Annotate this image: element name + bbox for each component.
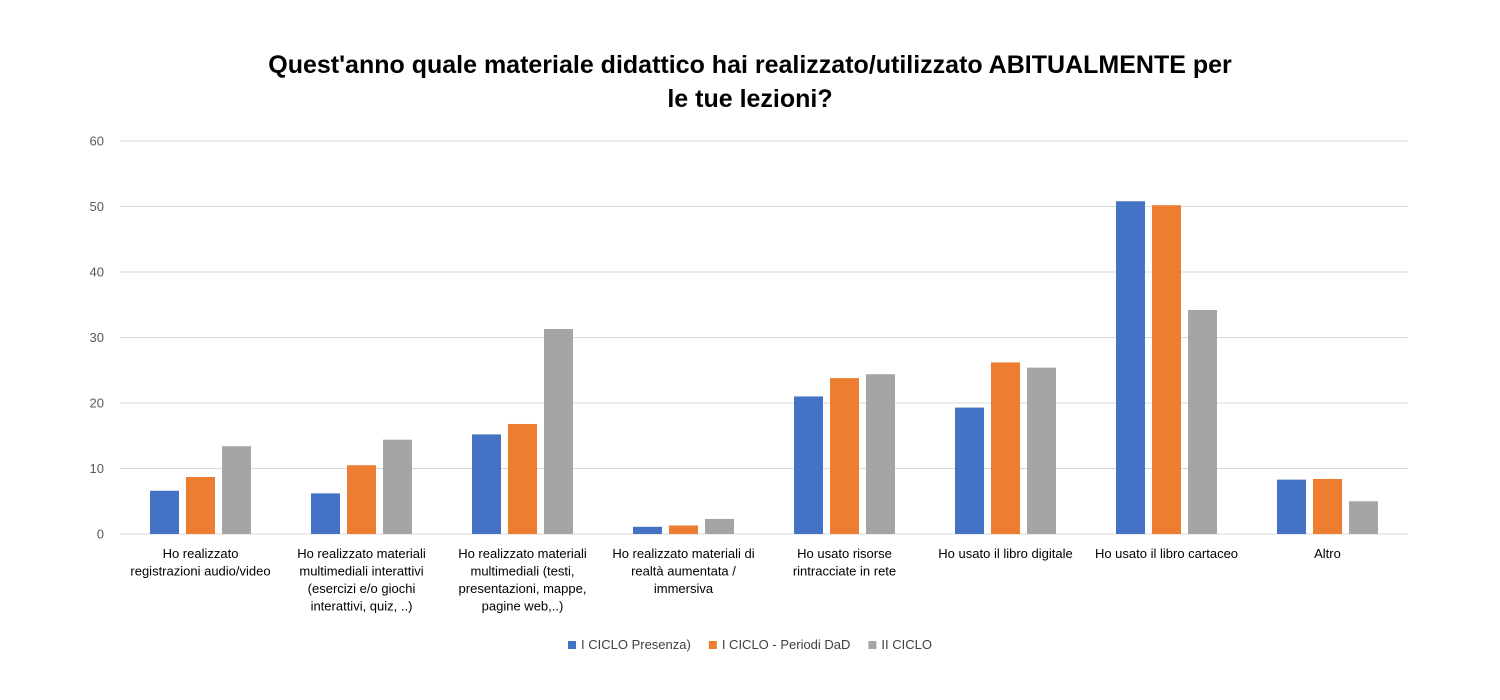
bar-1-1 [150,490,179,534]
bar-2-6 [991,362,1020,534]
bar-3-3 [544,328,573,534]
bar-3-1 [222,446,251,534]
category-label-line: immersiva [654,581,714,596]
bar-2-2 [347,465,376,534]
bar-2-4 [669,525,698,534]
category-label: Ho usato risorse rintracciate in rete [793,546,896,579]
legend-label: II CICLO [881,637,932,652]
bar-1-5 [794,396,823,534]
legend-swatch [708,641,717,649]
category-label-line: registrazioni audio/video [130,564,270,579]
bar-1-8 [1277,479,1306,534]
y-tick-label: 40 [90,265,104,280]
category-label-line: (esercizi e/o giochi [308,581,416,596]
legend-swatch [568,641,576,649]
y-tick-label: 10 [90,461,104,476]
bar-1-7 [1116,201,1145,534]
y-tick-label: 0 [97,527,104,542]
category-label: Ho realizzato materiali multimediali inte… [297,546,426,614]
category-label-line: multimediali interattivi [299,564,423,579]
category-label: Altro [1314,546,1341,561]
category-label-line: interattivi, quiz, ..) [311,599,413,614]
category-label-line: pagine web,..) [482,599,564,614]
bar-3-4 [705,518,734,534]
bar-3-8 [1349,501,1378,534]
category-label-line: presentazioni, mappe, [459,581,587,596]
category-label-line: rintracciate in rete [793,564,896,579]
legend-label: I CICLO - Periodi DaD [722,637,851,652]
bar-2-3 [508,423,537,534]
bar-1-6 [955,407,984,534]
category-label: Ho usato il libro cartaceo [1095,546,1238,561]
bar-1-2 [311,493,340,534]
category-label-line: Ho realizzato materiali [297,546,426,561]
bar-3-5 [866,374,895,534]
y-tick-label: 30 [90,330,104,345]
bar-2-5 [830,378,859,534]
bar-3-6 [1027,367,1056,534]
category-label: Ho realizzato materiali di realtà aumenta… [612,546,754,596]
bar-3-7 [1188,309,1217,534]
category-label: Ho realizzato registrazioni audio/video [130,546,270,579]
category-label-line: Ho realizzato materiali [458,546,587,561]
y-tick-label: 60 [90,134,104,149]
category-label-line: realtà aumentata / [631,564,736,579]
bar-3-2 [383,439,412,534]
bar-2-8 [1313,478,1342,534]
legend-label: I CICLO Presenza) [581,637,691,652]
chart-title-line-1: Quest'anno quale materiale didattico hai… [268,51,1232,79]
category-label-line: Ho realizzato materiali di [612,546,754,561]
category-label: Ho usato il libro digitale [938,546,1072,561]
y-tick-label: 50 [90,199,104,214]
bar-1-4 [633,526,662,534]
category-label-line: Ho usato risorse [797,546,892,561]
bar-2-7 [1152,205,1181,534]
category-label-line: Ho realizzato [163,546,239,561]
category-label-line: Altro [1314,546,1341,561]
bar-1-3 [472,434,501,534]
category-label-line: Ho usato il libro digitale [938,546,1072,561]
chart-title: Quest'anno quale materiale didattico hai… [200,48,1300,116]
chart-title-line-2: le tue lezioni? [667,85,833,113]
legend-swatch [868,641,877,649]
category-label-line: multimediali (testi, [470,564,574,579]
category-label: Ho realizzato materiali multimediali (tes… [458,546,587,614]
category-label-line: Ho usato il libro cartaceo [1095,546,1238,561]
y-tick-label: 20 [90,396,104,411]
bar-2-1 [186,477,215,534]
